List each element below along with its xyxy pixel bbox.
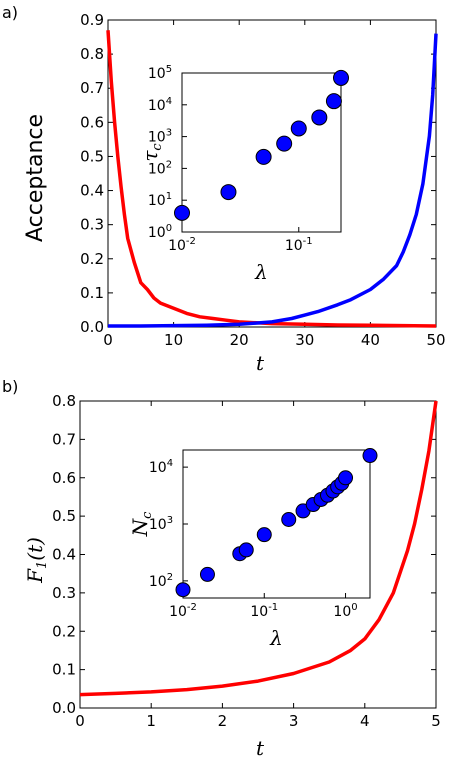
panel-a-xtick-label: 40 — [361, 331, 380, 349]
panel-a-ytick-label: 0.0 — [80, 318, 104, 336]
panel-b-xtick-label: 1 — [146, 712, 156, 730]
panel-a-inset-ylabel: τc — [138, 143, 165, 162]
panel-a-ytick-label: 0.8 — [80, 45, 104, 63]
panel-b-inset-ylabel: Nc — [128, 511, 155, 538]
panel-a-ytick-label: 0.5 — [80, 147, 104, 165]
panel-b-label: b) — [2, 377, 18, 396]
panel-b-inset-point — [338, 470, 354, 486]
panel-a-inset-ytick-label: 104 — [148, 96, 172, 114]
panel-b-ytick-label: 0.2 — [52, 622, 76, 640]
panel-b-xlabel: t — [256, 736, 265, 760]
panel-a-series-blue — [108, 33, 438, 328]
panel-a-ytick-label: 0.6 — [80, 113, 104, 131]
panel-a-inset-xtick-label: 10-1 — [285, 236, 313, 254]
panel-b-ytick-label: 0.4 — [52, 546, 76, 564]
panel-b-inset-xtick-label: 100 — [333, 602, 357, 620]
panel-b-ytick-label: 0.3 — [52, 584, 76, 602]
panel-a-inset-point — [174, 204, 190, 221]
panel-b-xtick-label: 3 — [289, 712, 299, 730]
panel-b-ytick-label: 0.8 — [52, 392, 76, 410]
panel-a-inset-point — [290, 120, 307, 137]
panel-b-inset-ytick-label: 104 — [149, 458, 173, 476]
panel-b-inset-point — [362, 448, 378, 464]
panel-b-inset-xlabel: λ — [269, 626, 283, 650]
panel-a-ytick-label: 0.3 — [80, 216, 104, 234]
panel-b-xtick-label: 4 — [360, 712, 370, 730]
panel-b-inset-point — [175, 582, 191, 598]
panel-a-xtick-label: 50 — [426, 331, 445, 349]
panel-b-series-red — [79, 400, 438, 697]
panel-b-xtick-label: 5 — [431, 712, 441, 730]
panel-a-ytick-label: 0.7 — [80, 79, 104, 97]
panel-a-xtick-label: 20 — [230, 331, 249, 349]
panel-a-axes-frame — [107, 19, 437, 328]
panel-b-inset-xtick-label: 10-2 — [169, 602, 197, 620]
panel-a-xtick-label: 30 — [295, 331, 314, 349]
panel-b-inset-point — [281, 511, 297, 527]
panel-b-ytick-label: 0.5 — [52, 507, 76, 525]
panel-a-inset-ytick-label: 101 — [148, 191, 172, 209]
panel-a-series-red — [106, 30, 437, 328]
panel-b-ytick-label: 0.1 — [52, 661, 76, 679]
panel-b-ylabel: F1(t) — [23, 537, 50, 584]
panel-b-xtick-label: 2 — [218, 712, 228, 730]
panel-a-inset-point — [325, 93, 342, 110]
panel-a-inset-ytick-label: 100 — [148, 223, 172, 241]
panel-a-inset-point — [333, 69, 349, 86]
panel-a-ytick-label: 0.2 — [80, 250, 104, 268]
panel-a-inset-xtick-label: 10-2 — [168, 236, 196, 254]
panel-a-inset-ytick-label: 105 — [148, 64, 172, 82]
panel-a-ylabel: Acceptance — [23, 114, 48, 242]
panel-b-inset-xtick-label: 10-1 — [250, 602, 278, 620]
panel-b-inset-point — [199, 566, 215, 582]
panel-a-xlabel: t — [256, 351, 265, 375]
panel-a-inset-point — [255, 148, 272, 165]
panel-a-ytick-label: 0.4 — [80, 182, 104, 200]
panel-a-inset-xlabel: λ — [254, 260, 268, 284]
panel-a-xtick-label: 10 — [164, 331, 183, 349]
panel-a-inset-point — [276, 135, 293, 152]
panel-a-inset-point — [220, 184, 237, 201]
panel-b-inset-ytick-label: 103 — [149, 515, 173, 533]
panel-b-ytick-label: 0.0 — [52, 699, 76, 717]
panel-b-ytick-label: 0.6 — [52, 469, 76, 487]
panel-b-inset-point — [256, 527, 272, 543]
panel-b-inset-point — [238, 542, 254, 558]
panel-a-inset-ytick-label: 103 — [148, 128, 172, 146]
panel-a-ytick-label: 0.9 — [80, 11, 104, 29]
panel-b-ytick-label: 0.7 — [52, 430, 76, 448]
panel-b-xtick-label: 0 — [75, 712, 85, 730]
panel-b-inset-ytick-label: 102 — [149, 572, 173, 590]
panel-a-ytick-label: 0.1 — [80, 284, 104, 302]
panel-a-inset-point — [311, 109, 328, 126]
panel-a-xtick-label: 0 — [103, 331, 113, 349]
panel-a-label: a) — [2, 3, 18, 22]
panel-a-inset-ytick-label: 102 — [148, 159, 172, 177]
